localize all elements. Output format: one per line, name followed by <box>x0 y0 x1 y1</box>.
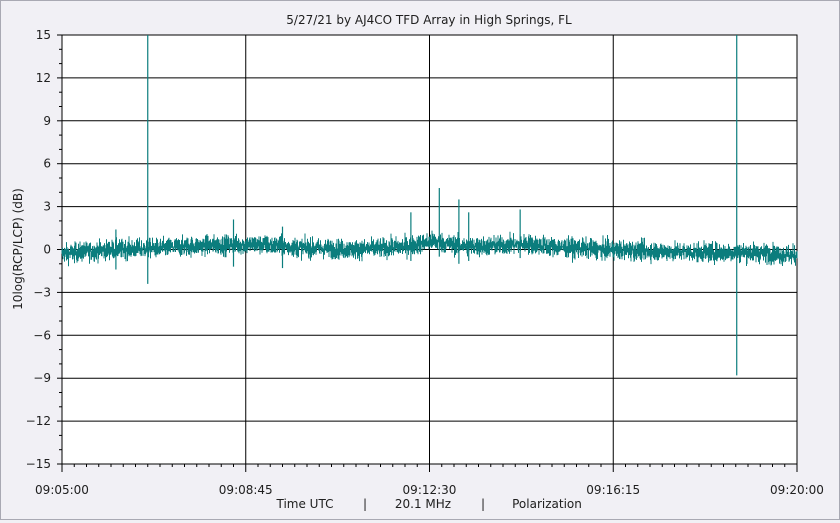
x-axis-label-sep-1: | <box>363 497 367 511</box>
y-tick-label: −6 <box>33 328 51 342</box>
y-tick-label: 3 <box>43 200 51 214</box>
x-axis-ticks: 09:05:00 09:08:45 09:12:30 09:16:15 09:20:00 <box>35 464 824 497</box>
x-axis-label-mode: Polarization <box>512 497 582 511</box>
y-axis-ticks: 15 12 9 6 3 0 −3 −6 −9 −12 −15 <box>26 28 62 471</box>
y-tick-label: −15 <box>26 457 51 471</box>
x-tick-label: 09:05:00 <box>35 483 89 497</box>
series-polarization <box>61 35 798 376</box>
y-tick-label: −3 <box>33 285 51 299</box>
x-axis-label-frequency: 20.1 MHz <box>395 497 451 511</box>
y-tick-label: 12 <box>36 71 51 85</box>
y-tick-label: 6 <box>43 157 51 171</box>
y-tick-label: −9 <box>33 371 51 385</box>
x-tick-label: 09:20:00 <box>770 483 824 497</box>
y-axis-label: 10log(RCP/LCP) (dB) <box>11 188 25 310</box>
x-tick-label: 09:08:45 <box>219 483 273 497</box>
chart-title: 5/27/21 by AJ4CO TFD Array in High Sprin… <box>286 13 572 27</box>
series-noise-trace <box>61 230 798 267</box>
y-tick-label: −12 <box>26 414 51 428</box>
y-tick-label: 15 <box>36 28 51 42</box>
x-tick-label: 09:12:30 <box>403 483 457 497</box>
y-tick-label: 0 <box>43 243 51 257</box>
x-axis-label-sep-2: | <box>481 497 485 511</box>
y-tick-label: 9 <box>43 114 51 128</box>
x-axis-label-time: Time UTC <box>276 497 334 511</box>
x-tick-label: 09:16:15 <box>586 483 640 497</box>
